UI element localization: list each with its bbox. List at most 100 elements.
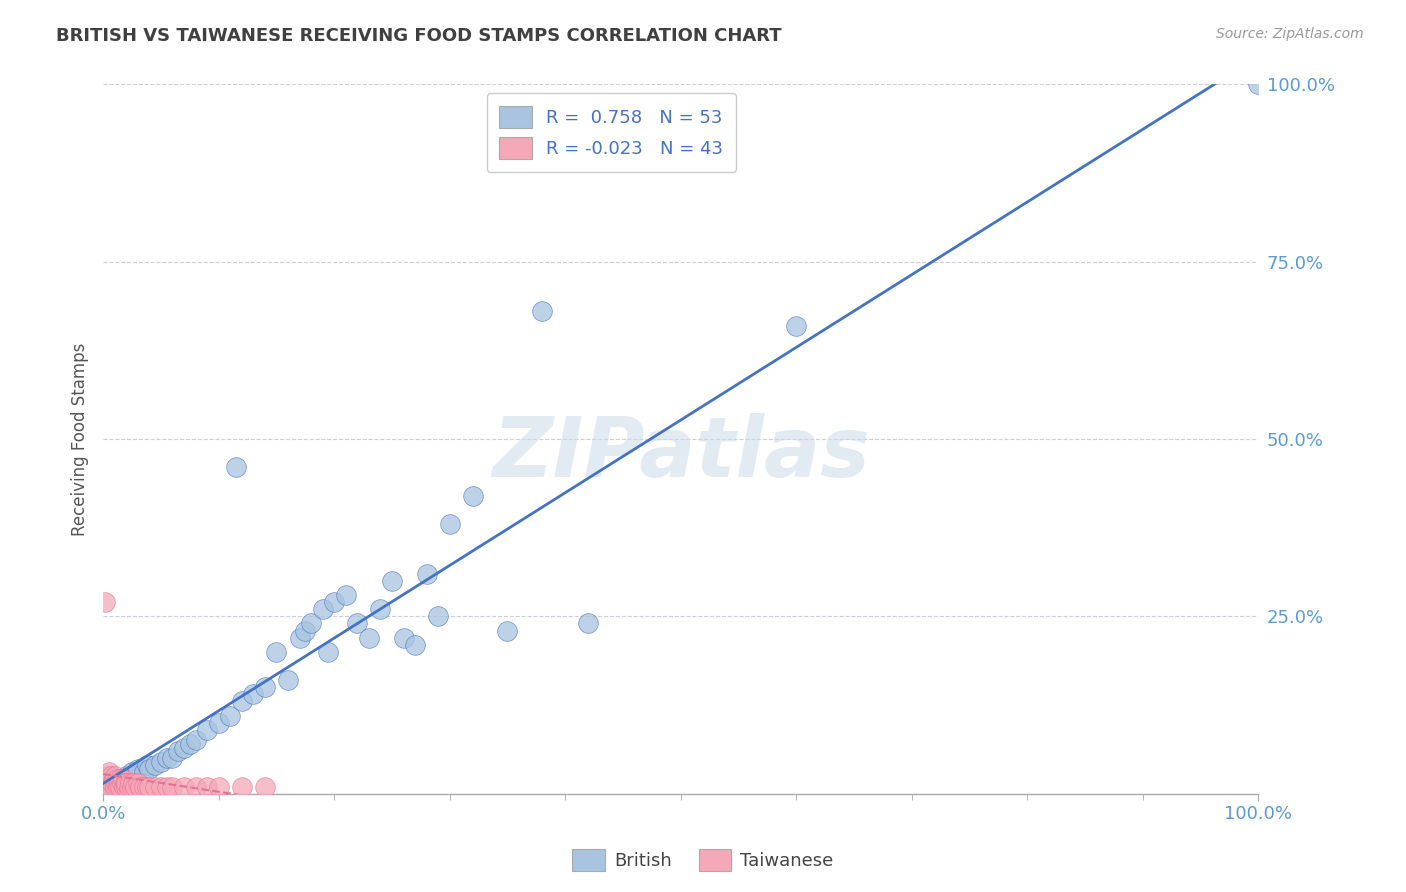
Point	[576, 616, 599, 631]
Point	[195, 780, 218, 794]
Point	[121, 765, 143, 780]
Point	[381, 574, 404, 588]
Point	[156, 751, 179, 765]
Point	[225, 460, 247, 475]
Point	[104, 776, 127, 790]
Point	[531, 304, 554, 318]
Point	[112, 776, 135, 790]
Point	[117, 780, 139, 794]
Point	[127, 762, 149, 776]
Point	[162, 780, 184, 794]
Point	[149, 755, 172, 769]
Point	[132, 765, 155, 780]
Point	[115, 769, 138, 783]
Point	[208, 780, 231, 794]
Point	[138, 762, 160, 776]
Point	[415, 566, 437, 581]
Point	[173, 780, 195, 794]
Point	[121, 780, 143, 794]
Point	[231, 694, 253, 708]
Point	[231, 780, 253, 794]
Point	[136, 780, 159, 794]
Point	[179, 737, 201, 751]
Point	[439, 517, 461, 532]
Point	[103, 772, 125, 787]
Point	[122, 776, 145, 790]
Point	[97, 765, 120, 780]
Point	[118, 776, 141, 790]
Point	[208, 715, 231, 730]
Point	[97, 776, 120, 790]
Point	[785, 318, 807, 333]
Text: ZIPatlas: ZIPatlas	[492, 413, 870, 494]
Point	[100, 769, 122, 783]
Point	[108, 776, 131, 790]
Point	[127, 776, 149, 790]
Point	[323, 595, 346, 609]
Point	[129, 780, 152, 794]
Point	[167, 744, 190, 758]
Point	[104, 776, 127, 790]
Point	[294, 624, 316, 638]
Point	[156, 780, 179, 794]
Point	[266, 645, 288, 659]
Point	[105, 780, 128, 794]
Point	[97, 783, 120, 797]
Point	[219, 708, 242, 723]
Point	[110, 776, 132, 790]
Point	[392, 631, 415, 645]
Point	[370, 602, 392, 616]
Point	[357, 631, 380, 645]
Point	[335, 588, 357, 602]
Point	[98, 780, 121, 794]
Point	[143, 780, 166, 794]
Point	[117, 772, 139, 787]
Point	[111, 772, 134, 787]
Point	[1247, 78, 1270, 92]
Point	[253, 780, 276, 794]
Point	[110, 780, 132, 794]
Point	[136, 758, 159, 772]
Text: BRITISH VS TAIWANESE RECEIVING FOOD STAMPS CORRELATION CHART: BRITISH VS TAIWANESE RECEIVING FOOD STAM…	[56, 27, 782, 45]
Legend: R =  0.758   N = 53, R = -0.023   N = 43: R = 0.758 N = 53, R = -0.023 N = 43	[486, 94, 737, 172]
Point	[149, 780, 172, 794]
Point	[299, 616, 322, 631]
Point	[110, 772, 132, 787]
Point	[195, 723, 218, 737]
Point	[253, 681, 276, 695]
Point	[124, 769, 146, 783]
Y-axis label: Receiving Food Stamps: Receiving Food Stamps	[72, 343, 89, 536]
Legend: British, Taiwanese: British, Taiwanese	[565, 842, 841, 879]
Point	[318, 645, 340, 659]
Point	[496, 624, 519, 638]
Point	[346, 616, 368, 631]
Point	[138, 780, 160, 794]
Point	[277, 673, 299, 688]
Point	[112, 780, 135, 794]
Text: Source: ZipAtlas.com: Source: ZipAtlas.com	[1216, 27, 1364, 41]
Point	[173, 740, 195, 755]
Point	[94, 772, 117, 787]
Point	[288, 631, 311, 645]
Point	[110, 772, 132, 787]
Point	[162, 751, 184, 765]
Point	[404, 638, 426, 652]
Point	[461, 489, 484, 503]
Point	[184, 780, 207, 794]
Point	[115, 780, 138, 794]
Point	[101, 780, 124, 794]
Point	[97, 772, 120, 787]
Point	[132, 780, 155, 794]
Point	[94, 595, 117, 609]
Point	[104, 780, 127, 794]
Point	[124, 780, 146, 794]
Point	[104, 769, 127, 783]
Point	[96, 769, 118, 783]
Point	[114, 776, 136, 790]
Point	[311, 602, 333, 616]
Point	[101, 776, 124, 790]
Point	[242, 687, 264, 701]
Point	[107, 780, 129, 794]
Point	[184, 733, 207, 747]
Point	[427, 609, 450, 624]
